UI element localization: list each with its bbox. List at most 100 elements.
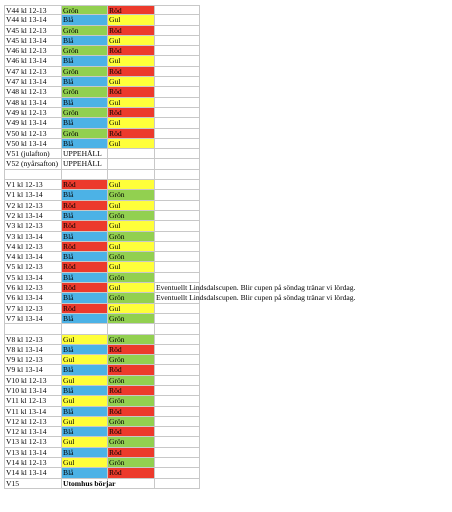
- week-cell: V15: [4, 478, 62, 489]
- week-cell: V3 kl 12-13: [4, 221, 62, 232]
- week-cell: V4 kl 13-14: [4, 252, 62, 263]
- group-cell: Grön: [62, 46, 108, 57]
- group-cell: Grön: [62, 107, 108, 119]
- note-cell: [155, 5, 200, 16]
- week-cell: V9 kl 12-13: [4, 355, 62, 366]
- note-cell: [155, 25, 200, 36]
- group-cell: Blå: [62, 427, 108, 438]
- week-cell: V5 kl 12-13: [4, 262, 62, 273]
- note-cell: [155, 77, 200, 88]
- note-cell: [155, 35, 200, 47]
- group-cell: [108, 478, 155, 489]
- note-cell: [155, 365, 200, 376]
- group-cell: Röd: [108, 365, 155, 376]
- note-cell: [155, 313, 200, 325]
- group-cell: Blå: [62, 447, 108, 459]
- week-cell: V14 kl 13-14: [4, 468, 62, 479]
- table-row: V7 kl 12-13 Röd Gul: [4, 303, 200, 314]
- week-cell: V50 kl 13-14: [4, 138, 62, 150]
- note-cell: [155, 169, 200, 181]
- group-cell: Blå: [62, 190, 108, 201]
- group-cell: Gul: [108, 97, 155, 108]
- table-row: V14 kl 13-14 Blå Röd: [4, 468, 200, 479]
- group-cell: Blå: [62, 210, 108, 222]
- table-row: V45 kl 13-14 Blå Gul: [4, 35, 200, 47]
- table-row: [4, 169, 200, 181]
- week-cell: V2 kl 12-13: [4, 200, 62, 211]
- group-cell: Blå: [62, 313, 108, 325]
- group-cell: Gul: [108, 200, 155, 211]
- group-cell: Grön: [108, 190, 155, 201]
- note-cell: [155, 190, 200, 201]
- table-row: V50 kl 13-14 Blå Gul: [4, 138, 200, 150]
- table-row: V47 kl 13-14 Blå Gul: [4, 77, 200, 88]
- group-cell: Grön: [108, 375, 155, 386]
- group-cell: Röd: [62, 283, 108, 294]
- group-cell: Röd: [62, 180, 108, 191]
- note-cell: Eventuellt Lindsdalscupen. Blir cupen på…: [155, 283, 356, 294]
- note-cell: [155, 87, 200, 98]
- group-cell: Gul: [108, 283, 155, 294]
- group-cell: Grön: [108, 437, 155, 448]
- group-cell: Röd: [62, 241, 108, 253]
- week-cell: V45 kl 12-13: [4, 25, 62, 36]
- table-row: V48 kl 12-13 Grön Röd: [4, 87, 200, 98]
- week-cell: V46 kl 12-13: [4, 46, 62, 57]
- note-cell: [155, 149, 200, 160]
- group-cell: Grön: [108, 231, 155, 242]
- table-row: V2 kl 12-13 Röd Gul: [4, 200, 200, 211]
- group-cell: Röd: [108, 5, 155, 16]
- table-row: V14 kl 12-13 Gul Grön: [4, 458, 200, 469]
- group-cell: Grön: [108, 313, 155, 325]
- week-cell: V7 kl 13-14: [4, 313, 62, 325]
- week-cell: V47 kl 13-14: [4, 77, 62, 88]
- week-cell: V52 (nyårsafton): [4, 159, 62, 170]
- group-cell: Grön: [108, 458, 155, 469]
- note-cell: [155, 458, 200, 469]
- group-cell: Grön: [108, 416, 155, 428]
- note-cell: [155, 406, 200, 417]
- group-cell: UPPEHÅLL: [62, 159, 108, 170]
- group-cell: Blå: [62, 272, 108, 284]
- group-cell: Utomhus börjar: [62, 478, 116, 489]
- group-cell: Röd: [108, 344, 155, 356]
- note-cell: [155, 385, 200, 397]
- table-row: V46 kl 12-13 Grön Röd: [4, 46, 200, 57]
- note-cell: [155, 375, 200, 386]
- group-cell: Röd: [108, 427, 155, 438]
- group-cell: [108, 324, 155, 335]
- group-cell: Blå: [62, 406, 108, 417]
- group-cell: Gul: [108, 221, 155, 232]
- group-cell: Grön: [108, 334, 155, 345]
- note-cell: [155, 427, 200, 438]
- group-cell: Gul: [108, 56, 155, 67]
- note-cell: [155, 478, 200, 489]
- group-cell: UPPEHÅLL: [62, 149, 108, 160]
- table-row: V7 kl 13-14 Blå Grön: [4, 313, 200, 325]
- week-cell: V47 kl 12-13: [4, 66, 62, 78]
- table-row: V51 (julafton) UPPEHÅLL: [4, 149, 200, 160]
- table-row: V9 kl 12-13 Gul Grön: [4, 355, 200, 366]
- group-cell: Blå: [62, 468, 108, 479]
- group-cell: Gul: [108, 138, 155, 150]
- group-cell: Gul: [62, 375, 108, 386]
- note-cell: [155, 97, 200, 108]
- note-cell: [155, 416, 200, 428]
- week-cell: V7 kl 12-13: [4, 303, 62, 314]
- group-cell: Gul: [108, 303, 155, 314]
- week-cell: V12 kl 13-14: [4, 427, 62, 438]
- table-row: V12 kl 12-13 Gul Grön: [4, 416, 200, 428]
- note-cell: [155, 396, 200, 407]
- note-cell: [155, 344, 200, 356]
- note-cell: [155, 252, 200, 263]
- group-cell: Grön: [62, 5, 108, 16]
- table-row: V13 kl 12-13 Gul Grön: [4, 437, 200, 448]
- group-cell: Röd: [108, 406, 155, 417]
- group-cell: [62, 324, 108, 335]
- week-cell: V14 kl 12-13: [4, 458, 62, 469]
- table-row: V50 kl 12-13 Grön Röd: [4, 128, 200, 139]
- note-cell: [155, 107, 200, 119]
- week-cell: V49 kl 13-14: [4, 118, 62, 129]
- group-cell: Blå: [62, 118, 108, 129]
- week-cell: V48 kl 13-14: [4, 97, 62, 108]
